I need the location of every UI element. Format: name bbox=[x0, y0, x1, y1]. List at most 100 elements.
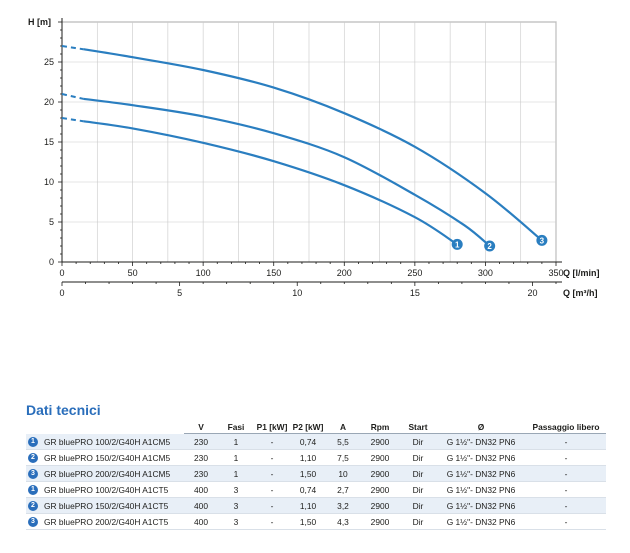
cell-p2: 1,10 bbox=[290, 497, 326, 514]
model-name: GR bluePRO 200/2/G40H A1CM5 bbox=[44, 468, 171, 479]
x-tick-label: 50 bbox=[128, 268, 138, 278]
curve-3-marker-label: 3 bbox=[540, 236, 545, 245]
cell-connection: G 1½"- DN32 PN6 bbox=[436, 433, 526, 450]
cell-rpm: 2900 bbox=[360, 465, 400, 482]
cell-fasi: 1 bbox=[218, 465, 254, 482]
model-cell: 3 GR bluePRO 200/2/G40H A1CM5 bbox=[26, 465, 184, 482]
curve-3-dashed-start bbox=[61, 45, 84, 51]
cell-v: 400 bbox=[184, 497, 218, 514]
cell-fasi: 3 bbox=[218, 481, 254, 498]
cell-start: Dir bbox=[400, 449, 436, 466]
cell-a: 4,3 bbox=[326, 513, 360, 530]
x-tick-label: 0 bbox=[59, 268, 64, 278]
y-tick-label: 25 bbox=[44, 57, 54, 67]
model-name: GR bluePRO 100/2/G40H A1CT5 bbox=[44, 484, 169, 495]
curve-number-badge: 3 bbox=[28, 516, 38, 527]
table-row: 1 GR bluePRO 100/2/G40H A1CM5 230 1 - 0,7… bbox=[26, 433, 606, 450]
cell-v: 230 bbox=[184, 449, 218, 466]
chart-axes bbox=[58, 18, 562, 286]
cell-passaggio: - bbox=[526, 449, 606, 466]
curve-2-dashed-start bbox=[61, 93, 84, 100]
header-start: Start bbox=[400, 421, 436, 434]
y-tick-label: 0 bbox=[49, 257, 54, 267]
model-name: GR bluePRO 150/2/G40H A1CM5 bbox=[44, 452, 171, 463]
cell-connection: G 1½"- DN32 PN6 bbox=[436, 497, 526, 514]
table-row: 2 GR bluePRO 150/2/G40H A1CM5 230 1 - 1,1… bbox=[26, 449, 606, 466]
cell-a: 5,5 bbox=[326, 433, 360, 450]
x-axis-title: Q [l/min] bbox=[563, 268, 600, 278]
cell-p2: 0,74 bbox=[290, 433, 326, 450]
curve-number-badge: 1 bbox=[28, 484, 38, 495]
cell-start: Dir bbox=[400, 433, 436, 450]
cell-v: 230 bbox=[184, 465, 218, 482]
cell-passaggio: - bbox=[526, 513, 606, 530]
y-tick-label: 10 bbox=[44, 177, 54, 187]
y-tick-label: 15 bbox=[44, 137, 54, 147]
model-name: GR bluePRO 100/2/G40H A1CM5 bbox=[44, 436, 171, 447]
cell-v: 400 bbox=[184, 513, 218, 530]
cell-connection: G 1½"- DN32 PN6 bbox=[436, 449, 526, 466]
curve-2 bbox=[83, 97, 491, 247]
cell-connection: G 1½"- DN32 PN6 bbox=[436, 481, 526, 498]
model-name: GR bluePRO 200/2/G40H A1CT5 bbox=[44, 516, 169, 527]
cell-fasi: 3 bbox=[218, 513, 254, 530]
cell-rpm: 2900 bbox=[360, 481, 400, 498]
cell-v: 400 bbox=[184, 481, 218, 498]
cell-fasi: 3 bbox=[218, 497, 254, 514]
x-tick-label: 300 bbox=[478, 268, 493, 278]
model-name: GR bluePRO 150/2/G40H A1CT5 bbox=[44, 500, 169, 511]
header-v: V bbox=[184, 421, 218, 434]
cell-v: 230 bbox=[184, 433, 218, 450]
cell-fasi: 1 bbox=[218, 449, 254, 466]
header-a: A bbox=[326, 421, 360, 434]
x-tick-label: 250 bbox=[407, 268, 422, 278]
curve-1-dashed-start bbox=[61, 117, 84, 123]
table-row: 1 GR bluePRO 100/2/G40H A1CT5 400 3 - 0,7… bbox=[26, 481, 606, 498]
table-row: 2 GR bluePRO 150/2/G40H A1CT5 400 3 - 1,1… bbox=[26, 497, 606, 514]
cell-passaggio: - bbox=[526, 433, 606, 450]
y-axis-title: H [m] bbox=[28, 17, 51, 27]
header-p2: P2 [kW] bbox=[290, 421, 326, 434]
x2-tick-label: 5 bbox=[177, 288, 182, 298]
cell-p1: - bbox=[254, 433, 290, 450]
header-p1: P1 [kW] bbox=[254, 421, 290, 434]
x2-tick-label: 20 bbox=[527, 288, 537, 298]
curve-number-badge: 1 bbox=[28, 436, 38, 447]
chart-series bbox=[61, 45, 548, 252]
cell-rpm: 2900 bbox=[360, 497, 400, 514]
cell-a: 7,5 bbox=[326, 449, 360, 466]
cell-p2: 0,74 bbox=[290, 481, 326, 498]
x-tick-label: 350 bbox=[548, 268, 563, 278]
model-cell: 3 GR bluePRO 200/2/G40H A1CT5 bbox=[26, 513, 184, 530]
curve-2-marker bbox=[484, 240, 496, 252]
cell-p2: 1,10 bbox=[290, 449, 326, 466]
model-cell: 1 GR bluePRO 100/2/G40H A1CT5 bbox=[26, 481, 184, 498]
curve-3 bbox=[83, 48, 543, 242]
cell-a: 3,2 bbox=[326, 497, 360, 514]
cell-p1: - bbox=[254, 497, 290, 514]
x-tick-label: 100 bbox=[196, 268, 211, 278]
cell-rpm: 2900 bbox=[360, 449, 400, 466]
model-cell: 2 GR bluePRO 150/2/G40H A1CT5 bbox=[26, 497, 184, 514]
section-title: Dati tecnici bbox=[26, 402, 101, 418]
header-rpm: Rpm bbox=[360, 421, 400, 434]
table-row: 3 GR bluePRO 200/2/G40H A1CT5 400 3 - 1,5… bbox=[26, 513, 606, 530]
x2-tick-label: 10 bbox=[292, 288, 302, 298]
cell-a: 2,7 bbox=[326, 481, 360, 498]
cell-start: Dir bbox=[400, 465, 436, 482]
table-header-row: V Fasi P1 [kW] P2 [kW] A Rpm Start Ø Pas… bbox=[26, 421, 606, 434]
cell-p1: - bbox=[254, 465, 290, 482]
x-tick-label: 200 bbox=[337, 268, 352, 278]
cell-start: Dir bbox=[400, 481, 436, 498]
header-passaggio: Passaggio libero bbox=[526, 421, 606, 434]
y-tick-label: 20 bbox=[44, 97, 54, 107]
cell-a: 10 bbox=[326, 465, 360, 482]
cell-p1: - bbox=[254, 513, 290, 530]
cell-rpm: 2900 bbox=[360, 433, 400, 450]
x2-tick-label: 15 bbox=[410, 288, 420, 298]
y-tick-label: 5 bbox=[49, 217, 54, 227]
cell-connection: G 1½"- DN32 PN6 bbox=[436, 513, 526, 530]
curve-number-badge: 2 bbox=[28, 500, 38, 511]
